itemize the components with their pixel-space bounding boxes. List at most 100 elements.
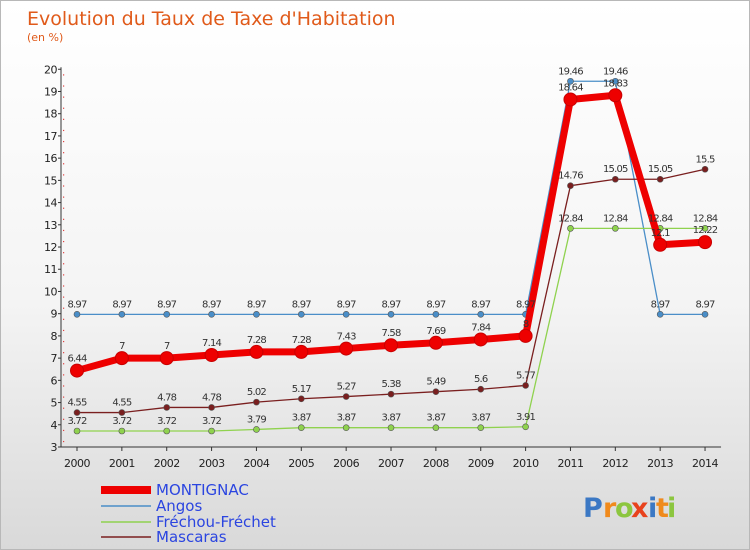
series-point-frechou-frechet	[297, 424, 305, 431]
series-point-angos	[387, 311, 395, 318]
data-label-frechou-frechet: 12.84	[558, 213, 583, 224]
y-tick-label: 17	[44, 130, 57, 143]
data-label-frechou-frechet: 3.72	[202, 416, 222, 427]
data-label-montignac: 7.43	[337, 332, 357, 343]
data-label-mascaras: 4.78	[157, 392, 177, 403]
y-minor-dot	[63, 352, 65, 354]
series-point-mascaras	[567, 182, 574, 189]
data-label-angos: 8.97	[157, 299, 177, 310]
y-minor-dot	[63, 329, 65, 332]
y-tick-label: 6	[51, 374, 58, 387]
data-label-frechou-frechet: 3.72	[67, 416, 87, 427]
y-tick-label: 5	[51, 397, 58, 410]
chart-title: Evolution du Taux de Taxe d'Habitation	[27, 8, 396, 30]
y-minor-dot	[63, 140, 65, 143]
logo-letter: i	[648, 493, 657, 524]
data-label-angos: 8.97	[516, 299, 536, 310]
logo-letter: o	[615, 493, 634, 524]
y-minor-dot	[63, 207, 65, 209]
x-tick-label: 2012	[602, 457, 628, 470]
logo-letter: P	[583, 493, 603, 524]
series-point-mascaras	[297, 395, 305, 403]
data-label-angos: 19.46	[558, 66, 583, 77]
data-label-frechou-frechet: 12.84	[603, 213, 628, 224]
series-point-frechou-frechet	[567, 225, 574, 232]
data-label-mascaras: 14.76	[558, 171, 583, 182]
series-point-frechou-frechet	[432, 424, 440, 431]
data-label-montignac: 18.64	[558, 82, 583, 93]
series-point-angos	[297, 311, 305, 318]
series-point-angos	[612, 77, 619, 85]
y-minor-dot	[63, 174, 65, 176]
series-point-montignac	[70, 363, 84, 378]
y-minor-dot	[63, 296, 65, 298]
data-label-mascaras: 5.77	[516, 370, 536, 381]
series-line-mascaras	[77, 168, 706, 414]
x-tick-label: 2008	[423, 457, 449, 470]
y-minor-dot	[63, 252, 65, 254]
y-tick-label: 7	[51, 352, 58, 365]
series-point-frechou-frechet	[522, 423, 529, 431]
y-minor-dot	[63, 85, 65, 87]
series-point-mascaras	[477, 385, 485, 393]
series-point-angos	[73, 311, 81, 318]
y-minor-dot	[63, 240, 65, 243]
series-point-mascaras	[612, 175, 619, 183]
series-point-montignac	[114, 351, 129, 366]
y-tick-label: 8	[51, 330, 58, 343]
data-label-angos: 8.97	[426, 299, 446, 310]
series-point-montignac	[159, 351, 174, 366]
series-point-frechou-frechet	[208, 427, 215, 435]
series-point-mascaras	[73, 409, 81, 416]
x-tick-label: 2007	[378, 457, 404, 470]
y-minor-dot	[63, 340, 65, 343]
data-label-frechou-frechet: 3.87	[292, 413, 312, 424]
data-label-mascaras: 15.05	[603, 164, 628, 175]
logo-letter: r	[603, 493, 617, 524]
data-label-mascaras: 5.38	[381, 379, 401, 390]
series-point-montignac	[339, 341, 354, 356]
data-label-montignac: 7.84	[471, 322, 491, 333]
data-label-frechou-frechet: 12.84	[693, 213, 718, 224]
legend-label-mascaras: Mascaras	[156, 528, 227, 546]
data-label-mascaras: 15.05	[648, 164, 673, 175]
y-minor-dot	[63, 163, 65, 165]
x-tick-label: 2009	[468, 457, 494, 470]
chart-subtitle: (en %)	[27, 31, 63, 44]
series-point-montignac	[294, 344, 309, 359]
y-tick-label: 20	[44, 63, 57, 76]
series-point-frechou-frechet	[387, 424, 395, 431]
data-label-mascaras: 15.5	[696, 154, 716, 165]
y-minor-dot	[63, 229, 65, 232]
data-label-frechou-frechet: 3.79	[247, 414, 267, 425]
logo-letter: t	[656, 493, 669, 524]
series-point-angos	[253, 311, 260, 318]
series-point-frechou-frechet	[701, 225, 709, 232]
data-labels: 8.97 8.97 8.97 8.97 8.97 8.97 8.97 8.97 8.97 8.97…	[67, 66, 718, 427]
legend-label-montignac: MONTIGNAC	[156, 481, 249, 499]
data-label-frechou-frechet: 3.72	[157, 416, 177, 427]
data-label-angos: 8.97	[696, 299, 716, 310]
x-tick-label: 2011	[557, 457, 583, 470]
data-label-mascaras: 4.55	[67, 398, 87, 409]
y-tick-label: 9	[51, 308, 58, 321]
y-minor-dot	[63, 418, 65, 420]
y-tick-label: 13	[44, 219, 57, 232]
y-minor-dot	[63, 385, 65, 387]
y-minor-dot	[63, 440, 65, 443]
y-tick-label: 16	[44, 152, 57, 165]
series-point-angos	[118, 311, 126, 318]
series-point-mascaras	[253, 398, 260, 406]
series-point-mascaras	[342, 393, 350, 400]
series-point-mascaras	[208, 404, 215, 411]
x-tick-label: 2002	[154, 457, 180, 470]
y-minor-dot	[63, 196, 65, 198]
series-point-frechou-frechet	[73, 427, 81, 435]
x-tick-label: 2014	[692, 457, 718, 470]
series-point-mascaras	[432, 388, 440, 395]
y-minor-dot	[63, 96, 65, 98]
x-tick-label: 2005	[288, 457, 314, 470]
